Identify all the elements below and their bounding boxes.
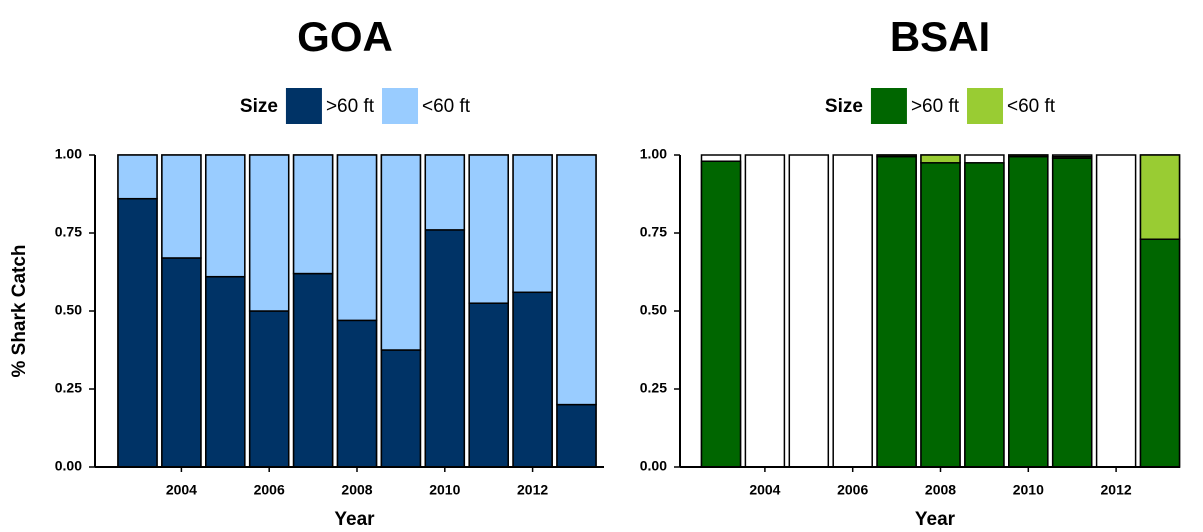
bar-segment (1008, 155, 1049, 468)
bar-segment (117, 154, 158, 200)
bar-segment (876, 155, 917, 468)
bar-segment (380, 349, 422, 468)
bar-segment (964, 162, 1005, 468)
x-tick-label: 2004 (166, 482, 197, 498)
bar-segment (424, 154, 466, 231)
legend-label: <60 ft (422, 96, 471, 117)
bar-segment (556, 403, 597, 468)
x-tick-label: 2004 (749, 482, 780, 498)
bar-segment (292, 272, 334, 468)
legend-swatch (382, 88, 419, 124)
legend-title: Size (240, 96, 278, 117)
x-tick-label: 2012 (1101, 482, 1132, 498)
x-tick-label: 2010 (429, 482, 460, 498)
x-tick-label: 2006 (837, 482, 868, 498)
legend-label: >60 ft (326, 96, 375, 117)
x-axis-title: Year (915, 509, 956, 530)
legend-title: Size (825, 96, 863, 117)
bar-segment (512, 154, 553, 294)
bar-segment (161, 154, 202, 259)
y-tick-label: 0.50 (55, 302, 82, 318)
y-tick-label: 0.25 (640, 380, 667, 396)
bar-segment (336, 319, 378, 468)
x-axis-title: Year (334, 509, 375, 530)
bar-segment (1139, 154, 1181, 240)
y-tick-label: 0.75 (640, 224, 667, 240)
bar-segment (468, 302, 509, 468)
bar-segment (700, 160, 742, 468)
bar-segment (117, 197, 158, 468)
y-tick-label: 1.00 (55, 146, 82, 162)
y-tick-label: 0.25 (55, 380, 82, 396)
bar-frame (788, 154, 830, 468)
legend-label: <60 ft (1007, 96, 1056, 117)
legend-swatch (967, 88, 1004, 124)
bar-segment (424, 229, 466, 468)
y-tick-label: 1.00 (640, 146, 667, 162)
x-tick-label: 2006 (254, 482, 285, 498)
bar-frame (1095, 154, 1137, 468)
chart-title: GOA (297, 13, 393, 60)
bar-segment (1051, 157, 1093, 468)
x-tick-label: 2008 (925, 482, 956, 498)
x-tick-label: 2008 (341, 482, 372, 498)
bar-segment (920, 162, 961, 468)
bar-segment (248, 310, 290, 468)
bar-segment (380, 154, 422, 351)
bar-segment (205, 154, 246, 278)
x-tick-label: 2010 (1013, 482, 1044, 498)
bar-segment (161, 257, 202, 468)
chart-title: BSAI (890, 13, 990, 60)
bar-segment (920, 154, 961, 164)
bar-segment (1139, 238, 1181, 468)
bar-segment (1051, 155, 1093, 159)
y-axis-title: % Shark Catch (9, 244, 30, 377)
bar-segment (512, 291, 553, 468)
bar-segment (556, 154, 597, 406)
y-tick-label: 0.50 (640, 302, 667, 318)
legend-swatch (870, 88, 907, 124)
bar-frame (744, 154, 786, 468)
bar-segment (292, 154, 334, 275)
bar-segment (205, 275, 246, 468)
bar-segment (876, 154, 917, 158)
bar-frame (832, 154, 873, 468)
bar-segment (1008, 154, 1049, 158)
legend-label: >60 ft (911, 96, 960, 117)
y-tick-label: 0.00 (55, 458, 82, 474)
y-tick-label: 0.75 (55, 224, 82, 240)
bar-segment (248, 154, 290, 312)
bar-segment (468, 154, 509, 304)
y-tick-label: 0.00 (640, 458, 667, 474)
bar-segment (336, 154, 378, 322)
legend-swatch (285, 88, 322, 124)
x-tick-label: 2012 (517, 482, 548, 498)
